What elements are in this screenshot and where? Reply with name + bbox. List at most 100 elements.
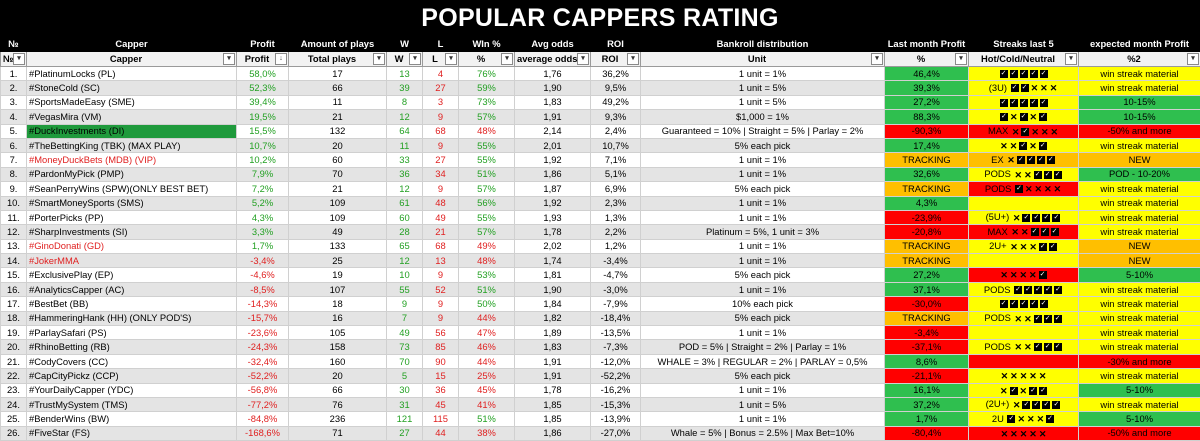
loss-x-icon: ✕	[1030, 111, 1038, 123]
capper-name[interactable]: #ParlaySafari (PS)	[27, 326, 237, 340]
capper-name[interactable]: #DuckInvestments (DI)	[27, 124, 237, 138]
table-row[interactable]: 6.#TheBettingKing (TBK) (MAX PLAY)10,7%2…	[1, 138, 1200, 152]
capper-name[interactable]: #FiveStar (FS)	[27, 426, 237, 440]
filter-dropdown-button[interactable]: ▾	[955, 53, 967, 65]
column-filter-header: W▾	[387, 52, 423, 67]
win-pct-cell: 55%	[459, 153, 515, 167]
plays-cell: 19	[289, 268, 387, 282]
last-month-profit-cell: TRACKING	[885, 182, 969, 196]
loss-x-icon: ✕	[1039, 370, 1047, 382]
capper-name[interactable]: #PardonMyPick (PMP)	[27, 167, 237, 181]
win-check-icon: ✓	[1042, 401, 1050, 409]
last-month-profit-cell: 27,2%	[885, 268, 969, 282]
table-row[interactable]: 9.#SeanPerryWins (SPW)(ONLY BEST BET)7,2…	[1, 182, 1200, 196]
capper-name[interactable]: #BestBet (BB)	[27, 297, 237, 311]
wins-cell: 9	[387, 297, 423, 311]
last-month-profit-cell: 37,1%	[885, 282, 969, 296]
expected-profit-cell: win streak material	[1079, 225, 1200, 239]
filter-dropdown-button[interactable]: ▾	[223, 53, 235, 65]
win-pct-cell: 38%	[459, 426, 515, 440]
capper-name[interactable]: #JokerMMA	[27, 254, 237, 268]
capper-name[interactable]: #AnalyticsCapper (AC)	[27, 282, 237, 296]
losses-cell: 56	[423, 326, 459, 340]
win-pct-cell: 56%	[459, 196, 515, 210]
capper-name[interactable]: #VegasMira (VM)	[27, 110, 237, 124]
streak-cell: (3U) ✓✓✕✕✕	[969, 81, 1079, 95]
capper-name[interactable]: #CapCityPickz (CCP)	[27, 369, 237, 383]
capper-name[interactable]: #HammeringHank (HH) (ONLY POD'S)	[27, 311, 237, 325]
win-check-icon: ✓	[1047, 156, 1055, 164]
capper-name[interactable]: #SeanPerryWins (SPW)(ONLY BEST BET)	[27, 182, 237, 196]
capper-name[interactable]: #SharpInvestments (SI)	[27, 225, 237, 239]
win-pct-cell: 46%	[459, 340, 515, 354]
plays-cell: 66	[289, 383, 387, 397]
filter-dropdown-button[interactable]: ▾	[1187, 53, 1199, 65]
filter-dropdown-button[interactable]: ▾	[13, 53, 25, 65]
losses-cell: 85	[423, 340, 459, 354]
capper-name[interactable]: #GinoDonati (GD)	[27, 239, 237, 253]
capper-name[interactable]: #PlatinumLocks (PL)	[27, 67, 237, 81]
loss-x-icon: ✕	[1007, 154, 1015, 166]
filter-header-label: %	[917, 53, 925, 64]
capper-name[interactable]: #ExclusivePlay (EP)	[27, 268, 237, 282]
capper-name[interactable]: #SportsMadeEasy (SME)	[27, 95, 237, 109]
loss-x-icon: ✕	[1041, 126, 1049, 138]
capper-name[interactable]: #YourDailyCapper (YDC)	[27, 383, 237, 397]
expected-profit-cell: NEW	[1079, 239, 1200, 253]
win-pct-cell: 55%	[459, 210, 515, 224]
filter-dropdown-button[interactable]: ▾	[445, 53, 457, 65]
losses-cell: 34	[423, 167, 459, 181]
capper-name[interactable]: #StoneCold (SC)	[27, 81, 237, 95]
win-check-icon: ✓	[1044, 343, 1052, 351]
filter-dropdown-button[interactable]: ▾	[577, 53, 589, 65]
filter-dropdown-button[interactable]: ▾	[373, 53, 385, 65]
avg-odds-cell: 1,92	[515, 196, 591, 210]
capper-name[interactable]: #TrustMySystem (TMS)	[27, 397, 237, 411]
filter-dropdown-button[interactable]: ▾	[871, 53, 883, 65]
capper-name[interactable]: #RhinoBetting (RB)	[27, 340, 237, 354]
filter-dropdown-button[interactable]: ↓	[275, 53, 287, 65]
filter-dropdown-button[interactable]: ▾	[627, 53, 639, 65]
win-check-icon: ✓	[1039, 271, 1047, 279]
table-row[interactable]: 18.#HammeringHank (HH) (ONLY POD'S)-15,7…	[1, 311, 1200, 325]
capper-name[interactable]: #PorterPicks (PP)	[27, 210, 237, 224]
loss-x-icon: ✕	[1013, 212, 1021, 224]
streak-prefix: PODS	[984, 284, 1013, 295]
capper-name[interactable]: #MoneyDuckBets (MDB) (VIP)	[27, 153, 237, 167]
filter-dropdown-button[interactable]: ▾	[501, 53, 513, 65]
win-check-icon: ✓	[1010, 99, 1018, 107]
capper-name[interactable]: #BenderWins (BW)	[27, 412, 237, 426]
plays-cell: 133	[289, 239, 387, 253]
avg-odds-cell: 1,81	[515, 268, 591, 282]
roi-cell: -27,0%	[591, 426, 641, 440]
capper-name[interactable]: #CodyCovers (CC)	[27, 354, 237, 368]
filter-dropdown-button[interactable]: ▾	[409, 53, 421, 65]
capper-name[interactable]: #TheBettingKing (TBK) (MAX PLAY)	[27, 138, 237, 152]
filter-dropdown-button[interactable]: ▾	[1065, 53, 1077, 65]
capper-name[interactable]: #SmartMoneySports (SMS)	[27, 196, 237, 210]
